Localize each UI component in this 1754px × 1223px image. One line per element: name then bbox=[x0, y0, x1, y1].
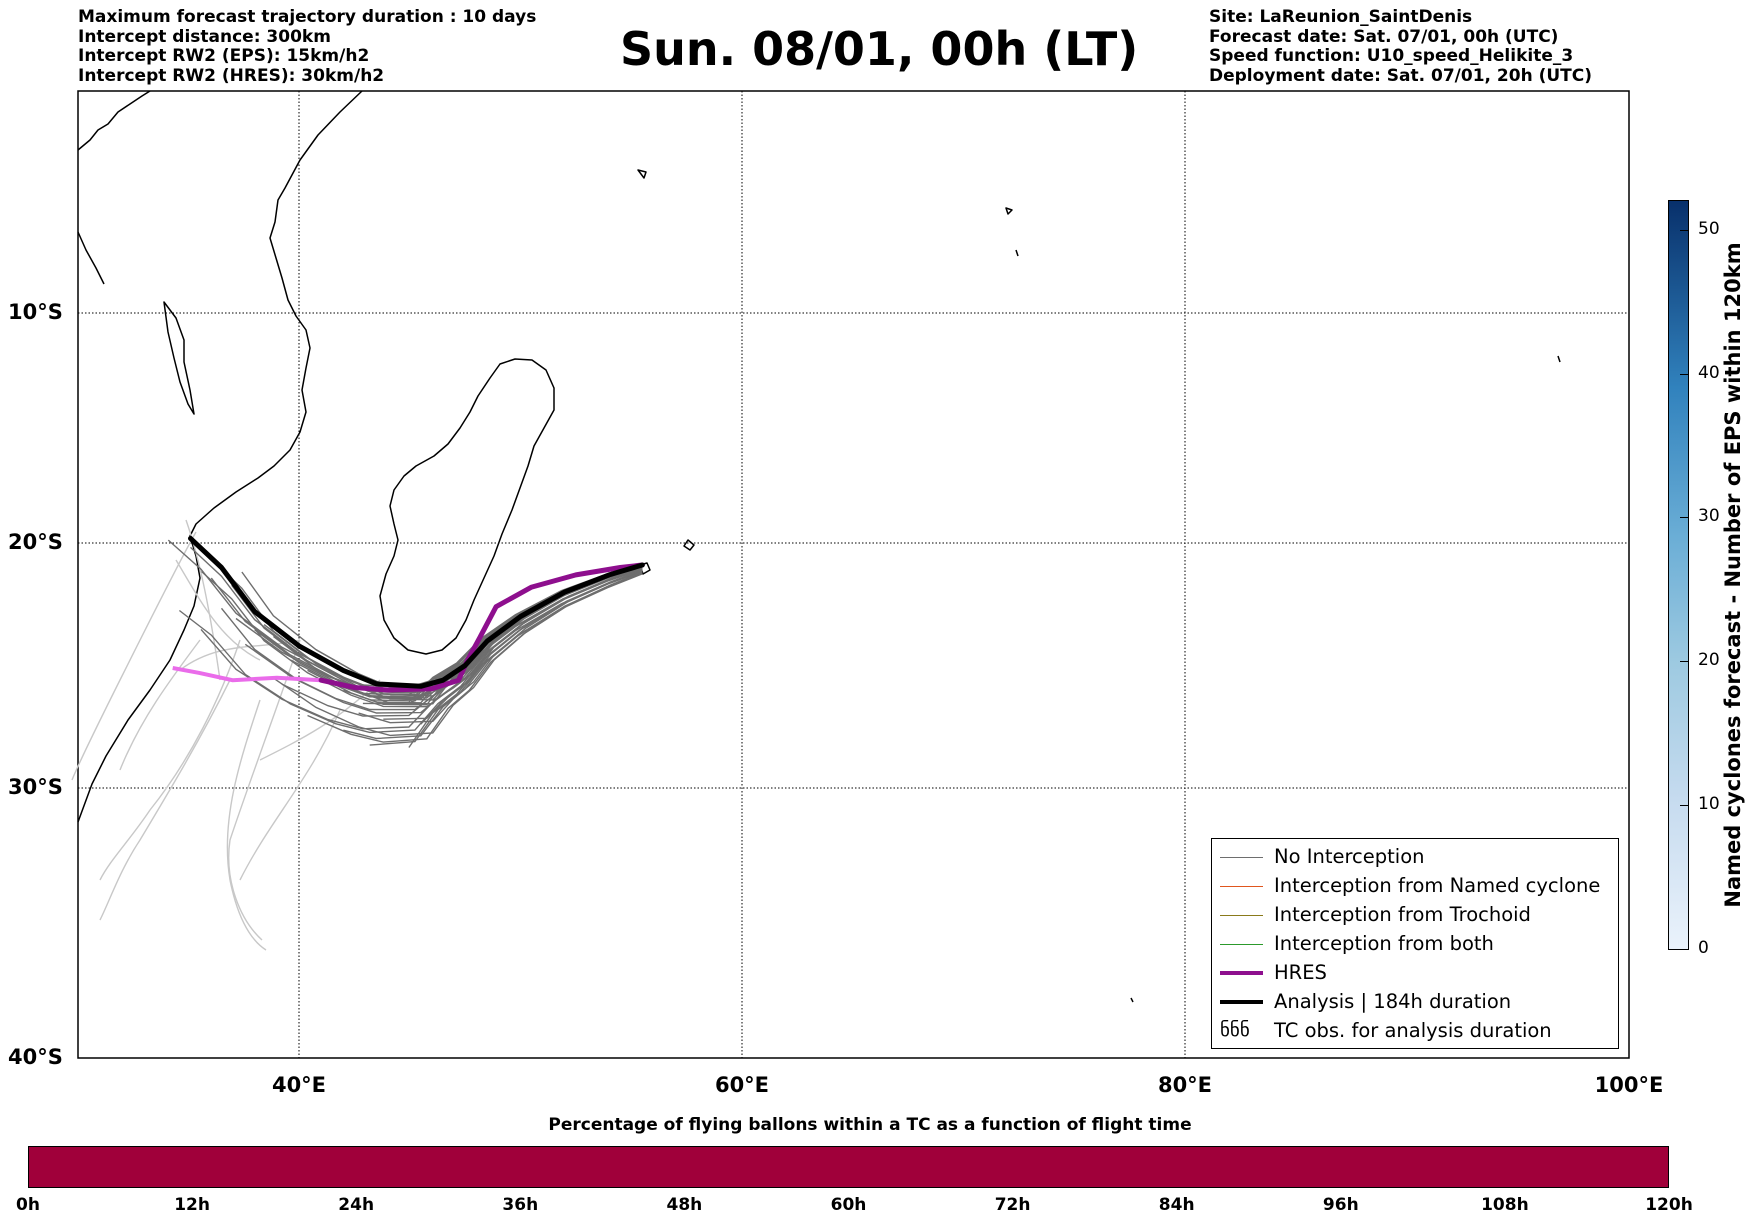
legend-item: Interception from both bbox=[1212, 931, 1618, 957]
coastlines bbox=[77, 90, 1561, 1003]
islet-b bbox=[1015, 249, 1019, 257]
legend-label: Interception from Trochoid bbox=[1274, 903, 1531, 926]
hres-trajectory bbox=[318, 562, 645, 693]
flight-time-tick-label: 12h bbox=[174, 1195, 210, 1215]
legend-label: Interception from both bbox=[1274, 932, 1494, 955]
header-left-line: Intercept RW2 (EPS): 15km/h2 bbox=[78, 46, 370, 66]
africa-east-coast bbox=[77, 90, 363, 823]
ensemble-trajectory bbox=[432, 567, 643, 702]
islet-c bbox=[1557, 355, 1561, 363]
lat-label-40s: 40°S bbox=[8, 1045, 63, 1069]
legend-label: Analysis | 184h duration bbox=[1274, 990, 1512, 1013]
flight-time-colorbar bbox=[28, 1146, 1669, 1188]
header-left-line: Maximum forecast trajectory duration : 1… bbox=[78, 7, 537, 27]
gulf-of-aden-coast bbox=[77, 90, 151, 151]
mauritius-outline bbox=[683, 539, 695, 551]
lat-label-30s: 30°S bbox=[8, 775, 63, 799]
flight-time-tick-label: 72h bbox=[994, 1195, 1031, 1215]
somalia-lake-outline bbox=[163, 301, 195, 415]
eps-colorbar bbox=[1668, 200, 1689, 950]
legend-item: Interception from Named cyclone bbox=[1212, 873, 1618, 899]
legend-line-trochoid bbox=[1220, 915, 1263, 916]
flight-time-tick-label: 60h bbox=[830, 1195, 867, 1215]
ensemble-trajectory bbox=[358, 569, 643, 724]
islet-d bbox=[1130, 997, 1134, 1003]
flight-time-tick-label: 36h bbox=[502, 1195, 539, 1215]
legend-line-analysis bbox=[1220, 1000, 1263, 1004]
legend-line-both bbox=[1220, 944, 1263, 945]
flight-time-colorbar-title: Percentage of flying ballons within a TC… bbox=[548, 1115, 1192, 1135]
eps-colorbar-tick-mark bbox=[1680, 661, 1688, 663]
legend-line-named-cyclone bbox=[1220, 886, 1263, 887]
eps-colorbar-tick-label: 50 bbox=[1698, 218, 1720, 239]
eps-colorbar-tick-mark bbox=[1680, 517, 1688, 519]
legend-label: Interception from Named cyclone bbox=[1274, 874, 1601, 897]
legend-item: No Interception bbox=[1212, 844, 1618, 870]
lon-label-60e: 60°E bbox=[714, 1073, 770, 1097]
eps-colorbar-tick-label: 30 bbox=[1698, 506, 1720, 527]
eps-colorbar-tick-label: 40 bbox=[1698, 362, 1720, 383]
madagascar-coast bbox=[379, 358, 555, 655]
eps-colorbar-tick-label: 10 bbox=[1698, 794, 1720, 815]
lon-label-100e: 100°E bbox=[1594, 1073, 1664, 1097]
header-right-line: Speed function: U10_speed_Helikite_3 bbox=[1209, 46, 1574, 66]
graticule bbox=[78, 91, 1629, 1058]
lat-label-10s: 10°S bbox=[8, 300, 63, 324]
eps-colorbar-tick-mark bbox=[1680, 949, 1688, 950]
legend-item: HRES bbox=[1212, 960, 1618, 986]
legend-label: No Interception bbox=[1274, 845, 1425, 868]
legend-label: HRES bbox=[1274, 961, 1327, 984]
tc-obs-symbol-icon: ნნნ bbox=[1220, 1019, 1250, 1041]
lon-label-40e: 40°E bbox=[271, 1073, 327, 1097]
flight-time-tick-label: 96h bbox=[1322, 1195, 1359, 1215]
islet-a bbox=[1005, 207, 1013, 215]
lon-label-80e: 80°E bbox=[1157, 1073, 1213, 1097]
header-right-line: Forecast date: Sat. 07/01, 00h (UTC) bbox=[1209, 26, 1559, 47]
flight-time-tick-label: 0h bbox=[16, 1195, 40, 1215]
page-title: Sun. 08/01, 00h (LT) bbox=[620, 22, 1139, 76]
header-left-line: Intercept RW2 (HRES): 30km/h2 bbox=[78, 65, 385, 86]
eps-colorbar-tick-label: 0 bbox=[1698, 938, 1709, 958]
header-right-line: Deployment date: Sat. 07/01, 20h (UTC) bbox=[1209, 65, 1593, 86]
eps-colorbar-tick-mark bbox=[1680, 805, 1688, 807]
flight-time-tick-label: 24h bbox=[338, 1195, 375, 1215]
header-right-info: Site: LaReunion_SaintDenis Forecast date… bbox=[1209, 7, 1593, 86]
east-horn-coast bbox=[77, 231, 105, 285]
legend-label: TC obs. for analysis duration bbox=[1274, 1019, 1552, 1042]
map-legend: No Interception Interception from Named … bbox=[1211, 838, 1619, 1049]
header-left-line: Intercept distance: 300km bbox=[78, 26, 331, 47]
legend-item: Interception from Trochoid bbox=[1212, 902, 1618, 928]
eps-colorbar-tick-mark bbox=[1680, 373, 1688, 375]
eps-colorbar-tick-mark bbox=[1680, 229, 1688, 231]
flight-time-tick-label: 108h bbox=[1481, 1195, 1529, 1215]
legend-item: Analysis | 184h duration bbox=[1212, 989, 1618, 1015]
seychelles-islet bbox=[637, 169, 647, 179]
lat-label-20s: 20°S bbox=[8, 530, 63, 554]
eps-colorbar-label: Named cyclones forecast - Number of EPS … bbox=[1721, 242, 1745, 908]
analysis-trajectory bbox=[188, 535, 645, 689]
header-right-line: Site: LaReunion_SaintDenis bbox=[1209, 7, 1473, 27]
ensemble-trajectory bbox=[273, 571, 643, 737]
flight-time-tick-label: 84h bbox=[1158, 1195, 1195, 1215]
eps-colorbar-tick-label: 20 bbox=[1698, 650, 1720, 671]
flight-time-tick-label: 48h bbox=[666, 1195, 703, 1215]
legend-line-no-interception bbox=[1220, 857, 1263, 858]
legend-line-hres bbox=[1220, 971, 1263, 975]
flight-time-tick-label: 120h bbox=[1645, 1195, 1693, 1215]
legend-item: ნნნ TC obs. for analysis duration bbox=[1212, 1018, 1618, 1044]
header-left-info: Maximum forecast trajectory duration : 1… bbox=[78, 7, 537, 86]
